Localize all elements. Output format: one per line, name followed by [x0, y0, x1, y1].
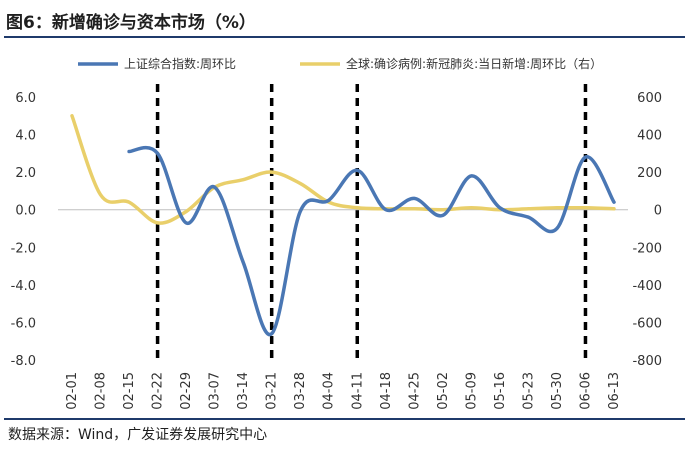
x-tick-label: 06-06 [578, 372, 593, 410]
left-tick-label: -8.0 [11, 354, 36, 369]
left-tick-label: 4.0 [15, 129, 36, 144]
series-lines [70, 114, 616, 337]
legend: 上证综合指数:周环比 全球:确诊病例:新冠肺炎:当日新增:周环比（右） [78, 56, 602, 71]
legend-item-cases-label: 全球:确诊病例:新冠肺炎:当日新增:周环比（右） [346, 56, 602, 71]
x-tick-label: 04-25 [407, 372, 422, 410]
x-tick-label: 03-28 [293, 372, 308, 410]
x-tick-label: 03-07 [208, 372, 223, 410]
x-tick-label: 03-14 [236, 372, 251, 410]
x-tick-label: 05-09 [464, 372, 479, 410]
left-tick-label: 0.0 [15, 204, 36, 219]
title-bar: 图6：新增确诊与资本市场（%） [0, 0, 689, 40]
x-tick-label: 04-04 [322, 372, 337, 410]
x-tick-label: 02-15 [122, 372, 137, 410]
right-tick-label: 0 [654, 204, 662, 219]
left-axis: 6.0 4.0 2.0 0.0 -2.0 -4.0 -6.0 -8.0 [11, 91, 36, 369]
x-tick-label: 05-02 [436, 372, 451, 410]
page-title: 图6：新增确诊与资本市场（%） [6, 13, 256, 33]
right-axis: 600 400 200 0 -200 -400 -600 -800 [632, 91, 662, 369]
x-tick-label: 05-16 [493, 372, 508, 410]
legend-item-index-label: 上证综合指数:周环比 [124, 56, 236, 71]
right-tick-label: 600 [637, 91, 662, 106]
series-line-cases [70, 114, 616, 225]
x-tick-label: 06-13 [607, 372, 622, 410]
source-note: 数据来源：Wind，广发证券发展研究中心 [8, 427, 268, 443]
x-tick-label: 05-30 [550, 372, 565, 410]
bottom-rule [4, 418, 685, 420]
vertical-markers [155, 84, 588, 360]
x-tick-label: 02-29 [179, 372, 194, 410]
left-tick-label: -4.0 [11, 279, 36, 294]
x-axis: 02-01 02-08 02-15 02-22 02-29 03-07 03-14 03-21… [65, 372, 622, 410]
x-tick-label: 02-22 [151, 372, 166, 410]
x-tick-label: 04-18 [379, 372, 394, 410]
left-tick-label: -2.0 [11, 241, 36, 256]
x-tick-label: 02-01 [65, 372, 80, 410]
right-tick-label: 400 [637, 129, 662, 144]
left-tick-label: 2.0 [15, 166, 36, 181]
right-tick-label: -400 [632, 279, 662, 294]
x-tick-label: 05-23 [521, 372, 536, 410]
right-tick-label: -600 [632, 316, 662, 331]
left-tick-label: 6.0 [15, 91, 36, 106]
x-tick-label: 02-08 [94, 372, 109, 410]
chart: 6.0 4.0 2.0 0.0 -2.0 -4.0 -6.0 -8.0 600 400 200 0 -… [11, 56, 662, 410]
right-tick-label: -800 [632, 354, 662, 369]
x-tick-label: 04-11 [350, 372, 365, 410]
series-line-index [127, 145, 616, 337]
right-tick-label: -200 [632, 241, 662, 256]
right-tick-label: 200 [637, 166, 662, 181]
top-rule [4, 36, 685, 38]
x-tick-label: 03-21 [265, 372, 280, 410]
left-tick-label: -6.0 [11, 316, 36, 331]
